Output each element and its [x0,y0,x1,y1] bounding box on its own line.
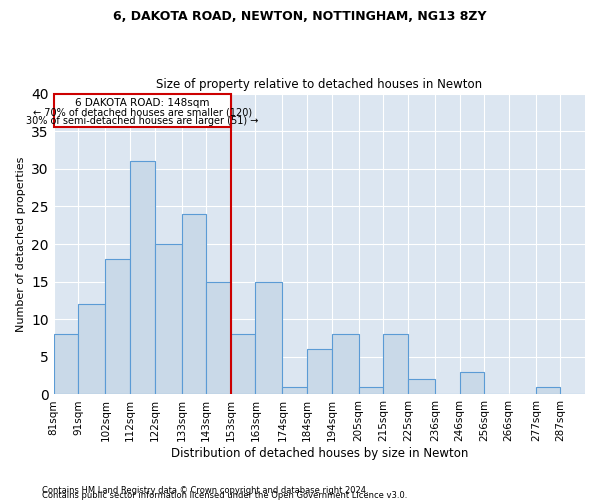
Bar [460,372,484,394]
Bar [256,282,283,395]
Bar [408,380,435,394]
Bar [78,304,106,394]
Bar [536,387,560,394]
Bar [106,259,130,394]
Text: ← 70% of detached houses are smaller (120): ← 70% of detached houses are smaller (12… [32,107,252,117]
Bar [307,350,332,395]
Bar [359,387,383,394]
Bar [130,162,155,394]
Text: Contains HM Land Registry data © Crown copyright and database right 2024.: Contains HM Land Registry data © Crown c… [42,486,368,495]
Text: 6, DAKOTA ROAD, NEWTON, NOTTINGHAM, NG13 8ZY: 6, DAKOTA ROAD, NEWTON, NOTTINGHAM, NG13… [113,10,487,23]
Text: Contains public sector information licensed under the Open Government Licence v3: Contains public sector information licen… [42,491,407,500]
Bar [332,334,359,394]
Text: 30% of semi-detached houses are larger (51) →: 30% of semi-detached houses are larger (… [26,116,259,126]
Y-axis label: Number of detached properties: Number of detached properties [16,156,26,332]
Bar [155,244,182,394]
Bar [53,334,78,394]
Bar [383,334,408,394]
X-axis label: Distribution of detached houses by size in Newton: Distribution of detached houses by size … [170,447,468,460]
Bar [206,282,231,395]
Bar [182,214,206,394]
Bar [231,334,256,394]
Bar [283,387,307,394]
Bar [53,94,231,128]
Text: 6 DAKOTA ROAD: 148sqm: 6 DAKOTA ROAD: 148sqm [75,98,209,108]
Title: Size of property relative to detached houses in Newton: Size of property relative to detached ho… [156,78,482,91]
